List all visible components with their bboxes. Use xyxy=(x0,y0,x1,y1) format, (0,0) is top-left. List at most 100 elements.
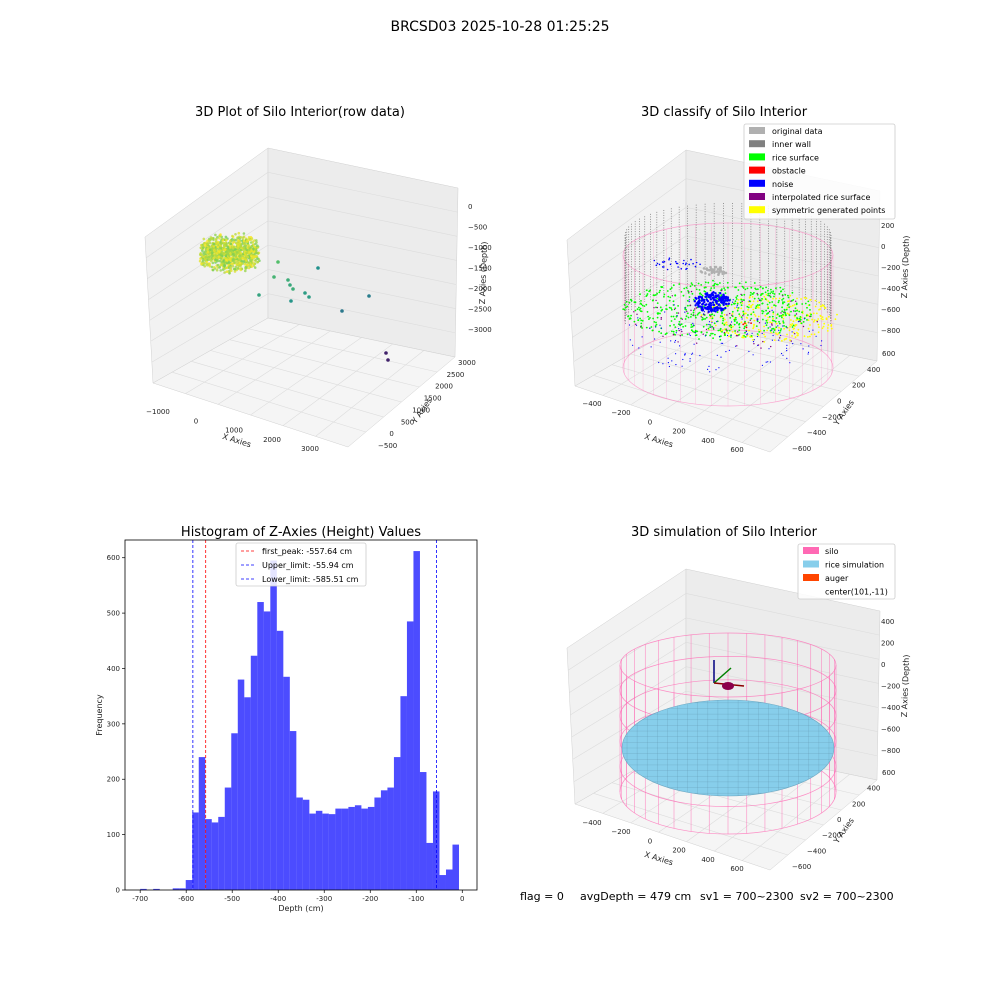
rice-surface-point xyxy=(731,310,734,313)
rice-surface-point xyxy=(742,287,745,289)
histogram-ticks: -700 -600 -500 -400 -300 -200 -100 0 0 100 200 300 4… xyxy=(107,554,465,903)
interpolated-point xyxy=(795,313,798,315)
histogram-reference-lines xyxy=(192,540,437,890)
rice-surface-point xyxy=(636,308,639,310)
data-point xyxy=(214,254,218,257)
rice-surface-point xyxy=(700,293,703,296)
data-point xyxy=(238,257,241,260)
rice-surface-point xyxy=(701,316,704,319)
symmetric-point xyxy=(822,325,825,328)
tick-label: 200 xyxy=(852,800,865,808)
legend-label: Lower_limit: -585.51 cm xyxy=(262,575,359,584)
rice-surface-point xyxy=(778,315,781,317)
data-point xyxy=(234,238,238,242)
data-point xyxy=(243,257,246,261)
noise-point xyxy=(671,360,673,362)
rice-surface-point xyxy=(744,336,747,338)
symmetric-point xyxy=(790,319,792,321)
rice-surface-point xyxy=(798,310,801,313)
gridline xyxy=(151,293,269,363)
classify-point-cloud xyxy=(622,203,838,407)
noise-point xyxy=(693,343,695,345)
rice-surface-point xyxy=(655,323,658,326)
data-point xyxy=(208,263,211,266)
data-point xyxy=(219,246,223,250)
silo-wire-bottom xyxy=(622,329,834,407)
histogram-bar xyxy=(231,733,238,890)
legend-swatch xyxy=(803,560,819,568)
noise-point xyxy=(658,263,661,266)
data-point xyxy=(254,242,257,246)
noise-point xyxy=(748,322,750,324)
rice-surface-point xyxy=(781,306,783,309)
data-point xyxy=(217,255,221,258)
symmetric-point xyxy=(825,318,828,321)
noise-point xyxy=(765,361,767,363)
rice-surface-point xyxy=(645,326,648,329)
data-point xyxy=(218,237,221,240)
noise-point xyxy=(808,345,810,347)
rice-surface-point xyxy=(772,290,775,293)
rice-surface-point xyxy=(734,330,736,332)
histogram-bar xyxy=(328,814,336,890)
rice-surface-point xyxy=(692,309,695,312)
histogram-bar xyxy=(257,602,264,890)
symmetric-point xyxy=(797,332,799,335)
symmetric-point xyxy=(723,313,726,316)
rice-surface-point xyxy=(643,305,646,307)
symmetric-point xyxy=(734,332,737,335)
noise-point xyxy=(757,318,759,320)
symmetric-point xyxy=(752,327,754,330)
rice-surface-point xyxy=(680,291,683,293)
data-point xyxy=(219,257,223,260)
interpolated-point xyxy=(802,325,805,328)
histogram-bar xyxy=(296,797,303,890)
gridline xyxy=(282,343,393,426)
rice-surface-point xyxy=(685,286,688,289)
data-point xyxy=(253,255,256,258)
gridline xyxy=(217,330,331,405)
rice-surface-point xyxy=(778,322,781,325)
tick-label: 0 xyxy=(881,243,885,251)
interpolated-point xyxy=(640,326,642,328)
rice-surface-point xyxy=(673,324,675,326)
symmetric-point xyxy=(836,313,838,316)
rice-surface-point xyxy=(625,300,628,303)
rice-surface-point xyxy=(805,314,808,317)
rice-surface-point xyxy=(655,306,657,309)
symmetric-point xyxy=(723,328,726,331)
noise-point xyxy=(709,371,711,373)
symmetric-point xyxy=(792,320,795,323)
outlier-point xyxy=(286,278,290,282)
interpolated-point xyxy=(709,315,712,317)
rice-surface-point xyxy=(675,329,678,332)
symmetric-point xyxy=(764,314,767,317)
x-tick-label: -100 xyxy=(408,895,424,903)
rice-surface-point xyxy=(710,287,713,289)
tick-label: −200 xyxy=(822,413,841,421)
tick-label: −400 xyxy=(881,704,900,712)
symmetric-point xyxy=(778,297,781,300)
symmetric-point xyxy=(786,312,789,315)
legend-swatch xyxy=(749,153,765,161)
panel-raw-title: 3D Plot of Silo Interior(row data) xyxy=(195,105,405,120)
interpolated-point xyxy=(672,334,675,336)
noise-point xyxy=(722,301,725,305)
interpolated-point xyxy=(779,337,781,339)
legend-label: auger xyxy=(825,574,849,583)
classify-legend: original data inner wall rice surface obsta… xyxy=(743,123,896,220)
rice-surface-point xyxy=(735,318,737,321)
tick-label: −200 xyxy=(822,832,841,840)
rice-surface-point xyxy=(743,335,745,337)
symmetric-point xyxy=(828,315,830,318)
outlier-point xyxy=(307,295,311,299)
tick-label: 2000 xyxy=(263,436,281,444)
gridline xyxy=(573,293,687,362)
symmetric-point xyxy=(775,322,778,325)
tick-label: 1000 xyxy=(225,427,243,435)
symmetric-point xyxy=(791,322,794,325)
interpolated-point xyxy=(792,310,795,312)
rice-surface-point xyxy=(782,297,785,300)
rice-surface-point xyxy=(709,334,711,337)
rice-surface-point xyxy=(690,313,693,316)
